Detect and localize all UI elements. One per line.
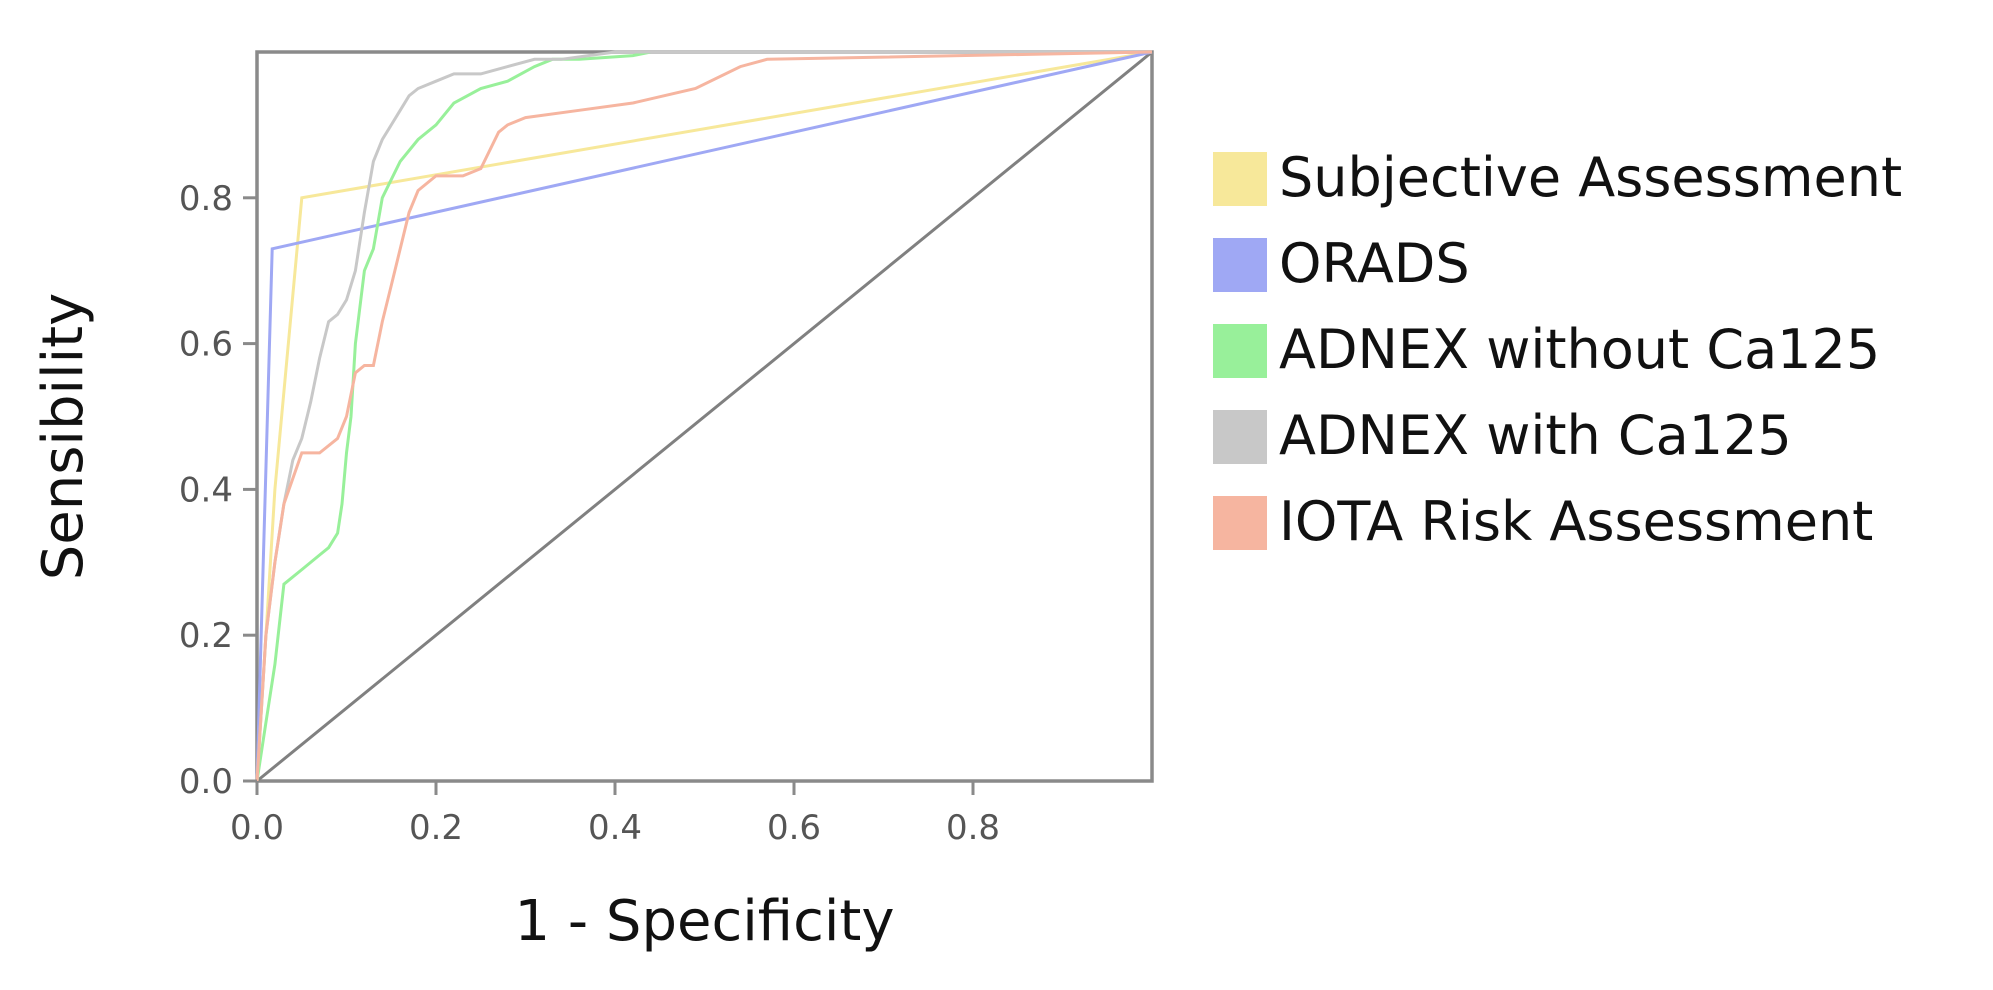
legend: Subjective Assessment ORADS ADNEX without … (1213, 146, 1902, 553)
series-line-5 (255, 50, 1153, 782)
series-line-3 (255, 50, 1152, 782)
x-tick-label: 0.6 (767, 808, 821, 848)
legend-label-3: ADNEX without Ca125 (1279, 318, 1880, 381)
y-axis-title: Sensibility (31, 293, 96, 581)
y-tick-label: 0.0 (179, 762, 233, 802)
reference-line (256, 50, 1153, 783)
y-tick-label: 0.6 (179, 325, 233, 365)
series-line-4 (255, 50, 1152, 782)
axes: 0.0 0.2 0.4 0.6 0.8 0.0 0.2 0.4 0.6 0.8 (179, 179, 1000, 848)
legend-swatch-5 (1213, 496, 1267, 550)
y-tick-label: 0.8 (179, 179, 233, 219)
x-tick-label: 0.4 (588, 808, 642, 848)
x-tick-label: 0.2 (409, 808, 463, 848)
legend-swatch-2 (1213, 238, 1267, 292)
y-tick-label: 0.2 (179, 616, 233, 656)
legend-label-5: IOTA Risk Assessment (1279, 490, 1873, 553)
series-line-2 (255, 50, 1153, 782)
legend-label-4: ADNEX with Ca125 (1279, 404, 1792, 467)
x-tick-label: 0.8 (946, 808, 1000, 848)
legend-label-1: Subjective Assessment (1279, 146, 1902, 209)
legend-swatch-3 (1213, 324, 1267, 378)
legend-swatch-4 (1213, 410, 1267, 464)
x-tick-label: 0.0 (230, 808, 284, 848)
legend-label-2: ORADS (1279, 232, 1470, 295)
plot-area (255, 50, 1154, 783)
x-axis-title: 1 - Specificity (514, 889, 894, 954)
legend-swatch-1 (1213, 152, 1267, 206)
y-tick-label: 0.4 (179, 470, 233, 510)
